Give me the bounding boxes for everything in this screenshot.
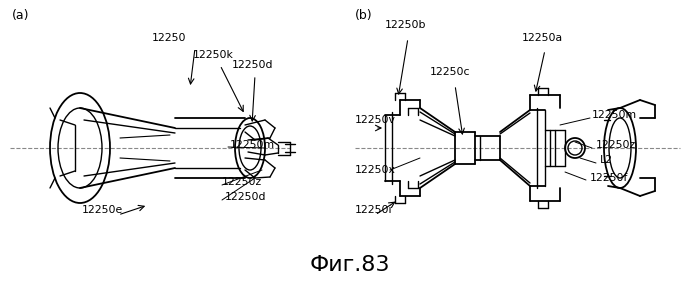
Text: 12250k: 12250k (193, 50, 234, 60)
Text: 12250d: 12250d (225, 192, 267, 202)
Text: 12250e: 12250e (82, 205, 123, 215)
Text: 12250m: 12250m (230, 140, 275, 150)
Text: L2: L2 (600, 155, 613, 165)
Text: 12250z: 12250z (222, 177, 262, 187)
Text: 12250d: 12250d (232, 60, 274, 70)
Text: 12250i: 12250i (355, 205, 393, 215)
Text: (a): (a) (12, 9, 29, 21)
Text: 12250a: 12250a (522, 33, 563, 43)
Text: 12250b: 12250b (385, 20, 426, 30)
Text: 12250m: 12250m (592, 110, 637, 120)
Text: 12250v: 12250v (355, 115, 396, 125)
Text: 12250: 12250 (152, 33, 186, 43)
Text: 12250x: 12250x (355, 165, 396, 175)
Text: 12250f: 12250f (590, 173, 629, 183)
Text: 12250z: 12250z (596, 140, 636, 150)
Text: Фиг.83: Фиг.83 (309, 255, 391, 275)
Text: (b): (b) (355, 9, 372, 21)
Text: 12250c: 12250c (430, 67, 470, 77)
